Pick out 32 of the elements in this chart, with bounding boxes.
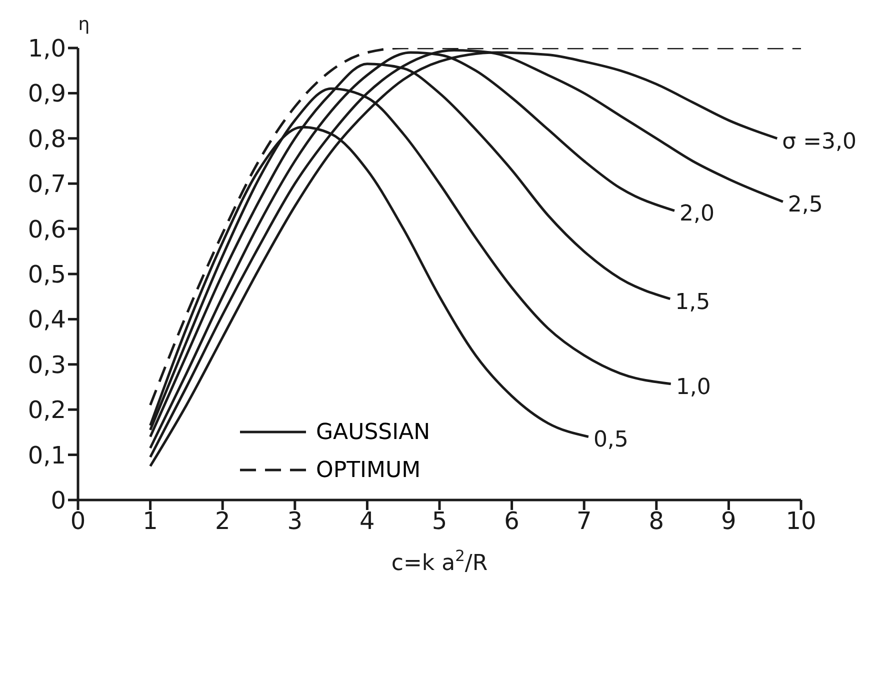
x-tick-label: 10 <box>786 507 816 536</box>
y-axis-title: η <box>78 14 90 35</box>
x-tick-label: 4 <box>360 507 375 536</box>
x-tick-label: 3 <box>287 507 303 536</box>
series-label: 0,5 <box>593 428 628 453</box>
x-tick-label: 1 <box>142 507 158 536</box>
y-tick-label: 0,6 <box>28 215 66 244</box>
y-tick-label: 1,0 <box>28 34 66 63</box>
x-tick-label: 2 <box>214 507 230 536</box>
x-tick-label: 5 <box>432 507 448 536</box>
y-tick-label: 0,3 <box>28 350 66 379</box>
series-label: 2,5 <box>788 192 823 218</box>
x-tick-label: 0 <box>70 507 86 536</box>
y-tick-label: 0,4 <box>28 306 66 334</box>
annotation: GAUSSIAN <box>316 420 430 444</box>
y-tick-label: 0,8 <box>28 124 66 153</box>
series-label: 1,0 <box>676 374 711 400</box>
y-tick-label: 0,1 <box>28 441 66 470</box>
y-tick-label: 0,7 <box>28 170 66 198</box>
series-label: 2,0 <box>679 202 714 227</box>
y-tick-label: 0,9 <box>28 80 66 108</box>
x-axis-title: c=k a$^{2}$/R <box>391 547 488 576</box>
y-tick-label: 0 <box>50 486 66 515</box>
series-label: 1,5 <box>675 290 710 315</box>
x-tick-label: 8 <box>648 507 664 536</box>
legend-label: OPTIMUM <box>316 458 421 482</box>
y-tick-label: 0,5 <box>28 260 66 289</box>
y-tick-label: 0,2 <box>28 396 66 424</box>
x-tick-label: 9 <box>721 507 736 536</box>
x-tick-label: 7 <box>576 507 592 536</box>
series-label: σ =3,0 <box>782 129 856 154</box>
x-tick-label: 6 <box>504 507 520 536</box>
